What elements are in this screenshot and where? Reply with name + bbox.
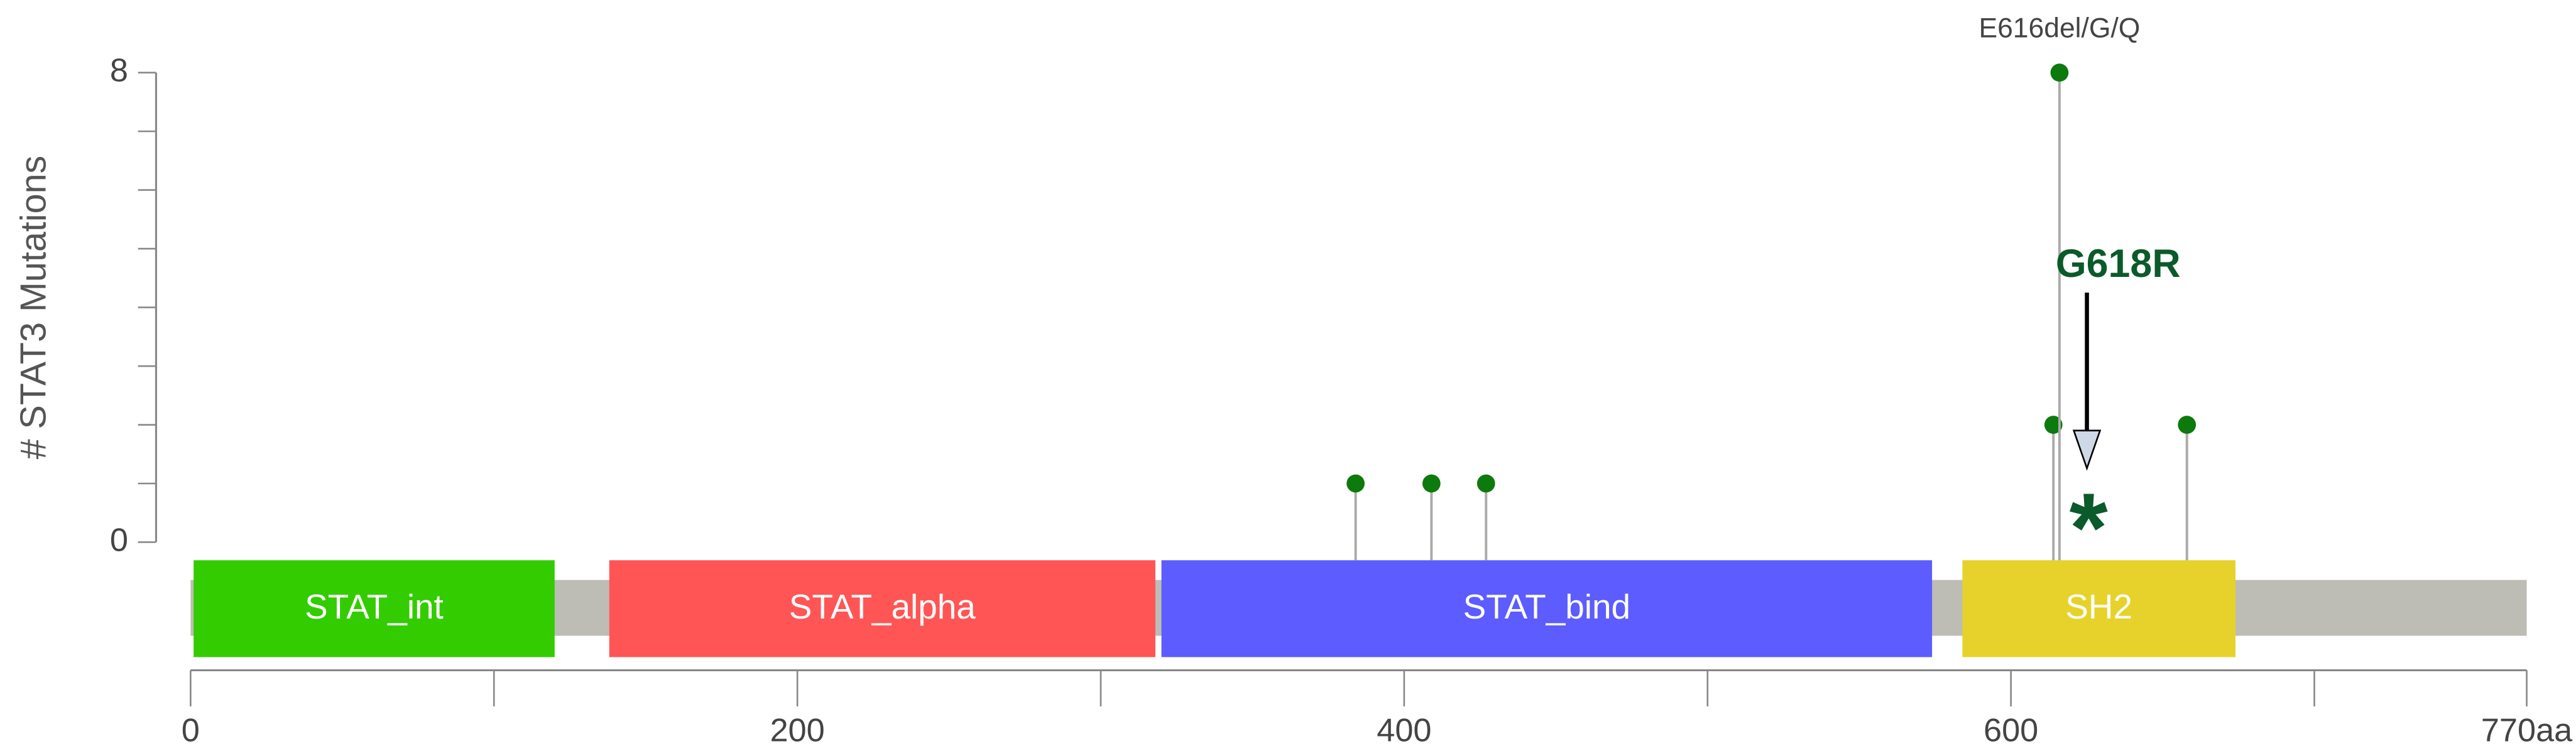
domain: [194, 560, 555, 657]
domain-label: STAT_int: [305, 587, 444, 626]
annotation-marker: *: [2070, 473, 2108, 583]
y-axis-label: # STAT3 Mutations: [14, 156, 54, 460]
x-tick-label: 600: [1984, 713, 2038, 749]
lollipop-head: [2050, 63, 2069, 82]
annotation-label: G618R: [2056, 242, 2181, 286]
domain-label: STAT_bind: [1463, 587, 1631, 626]
x-tick-label: 0: [182, 713, 200, 749]
lollipop-head: [1422, 474, 1441, 493]
domain: [1161, 560, 1933, 657]
x-tick-label: 770aa: [2481, 713, 2573, 749]
x-tick-label: 400: [1377, 713, 1431, 749]
domain: [1962, 560, 2235, 657]
lollipop-head: [1476, 474, 1495, 493]
annotation-arrowhead: [2072, 429, 2102, 471]
y-tick-label: 8: [110, 52, 128, 89]
domain: [609, 560, 1155, 657]
domain-label: STAT_alpha: [789, 587, 976, 626]
lollipop-head: [2044, 416, 2063, 434]
domain-label: SH2: [2065, 587, 2132, 626]
x-tick-label: 200: [770, 713, 824, 749]
lollipop-head: [2178, 416, 2197, 434]
lollipop-head: [1346, 474, 1365, 493]
y-tick-label: 0: [110, 522, 128, 558]
mutation-label: E616del/G/Q: [1978, 13, 2140, 43]
